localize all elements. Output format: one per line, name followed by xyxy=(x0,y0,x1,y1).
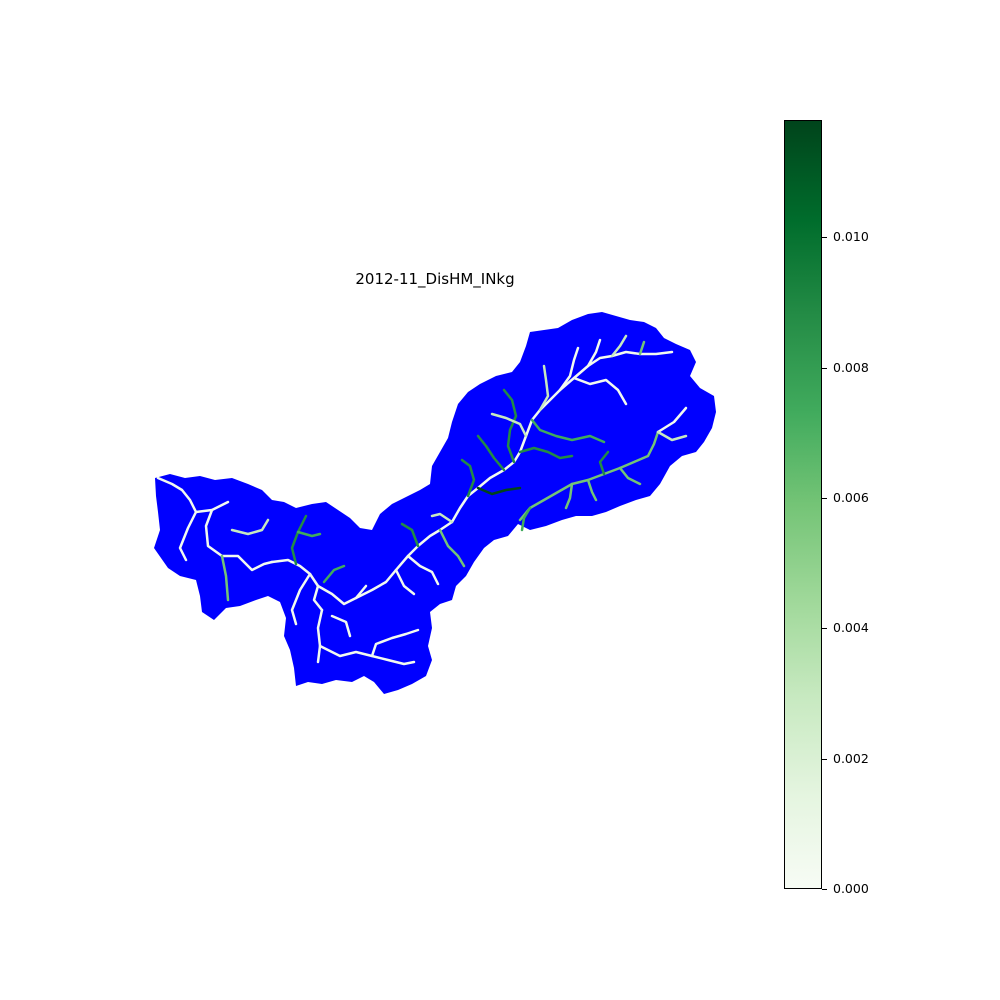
watershed-polygon xyxy=(154,312,716,694)
river-segment xyxy=(656,406,688,434)
river-segment xyxy=(400,522,420,548)
river-segment xyxy=(572,376,628,406)
river-segment xyxy=(406,554,440,586)
river-segment xyxy=(502,388,518,464)
river-segment xyxy=(204,508,274,572)
river-segment xyxy=(476,486,522,496)
colorbar-tick-label: 0.000 xyxy=(833,881,869,896)
colorbar-tick xyxy=(822,497,827,499)
river-segment xyxy=(438,528,466,568)
river-segment xyxy=(290,514,308,566)
colorbar-tick xyxy=(822,367,827,369)
river-segment xyxy=(370,628,420,658)
river-segment xyxy=(322,564,346,584)
river-segment xyxy=(460,458,476,498)
river-segment xyxy=(558,346,580,392)
river-segment xyxy=(564,482,574,510)
river-segment xyxy=(316,584,368,606)
river-segment xyxy=(638,340,646,356)
colorbar-tick xyxy=(822,758,827,760)
river-segment xyxy=(518,446,574,460)
river-segment xyxy=(476,434,506,472)
river-segment xyxy=(538,364,550,412)
colorbar-tick xyxy=(822,889,827,890)
colorbar-tick-label: 0.010 xyxy=(833,229,869,245)
river-segment xyxy=(230,518,270,536)
river-segment xyxy=(296,530,322,538)
river-segment xyxy=(586,478,598,502)
river-segment xyxy=(530,418,606,444)
colorbar-tick-label: 0.008 xyxy=(833,359,869,375)
colorbar-tick-label: 0.006 xyxy=(833,489,869,505)
river-segment xyxy=(518,430,660,522)
river-segment xyxy=(598,450,610,476)
river-segment xyxy=(394,568,416,596)
colorbar-tick-label: 0.002 xyxy=(833,750,869,766)
colorbar-tick-label: 0.004 xyxy=(833,620,869,636)
map-title: 2012-11_DisHM_INkg xyxy=(355,270,515,288)
river-segment xyxy=(586,338,602,368)
river-segment xyxy=(290,572,312,626)
river-segment xyxy=(178,510,198,562)
colorbar xyxy=(784,120,822,889)
river-segment xyxy=(618,466,642,486)
river-segment xyxy=(330,614,352,638)
river-segment xyxy=(520,506,532,532)
river-segment xyxy=(490,412,528,438)
river-segment xyxy=(316,608,324,664)
river-segment xyxy=(610,334,628,358)
colorbar-tick xyxy=(822,237,827,239)
river-segment xyxy=(430,512,454,524)
colorbar-tick xyxy=(822,628,827,630)
river-segment xyxy=(220,554,230,602)
river-network xyxy=(156,334,688,666)
river-segment xyxy=(656,430,688,442)
